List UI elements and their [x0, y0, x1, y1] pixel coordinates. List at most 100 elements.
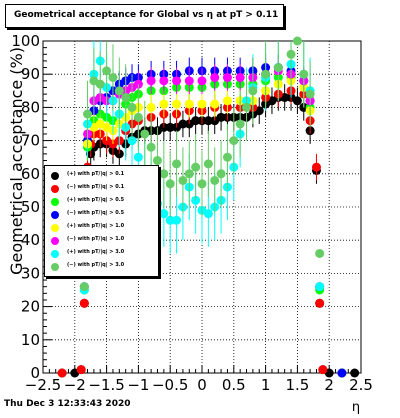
data-point [133, 152, 143, 162]
data-point [146, 142, 156, 152]
data-point [172, 99, 182, 109]
legend-entry: (+) with pT/|q| > 0.1 [45, 170, 158, 182]
title-box: Geometrical acceptance for Global vs η a… [5, 4, 284, 28]
legend-entry: (+) with pT/|q| > 3.0 [45, 248, 158, 260]
data-point [242, 102, 252, 112]
legend-marker [51, 224, 59, 232]
data-point [197, 179, 207, 189]
legend-entry: (−) with pT/|q| > 0.5 [45, 209, 158, 221]
x-tick-label: −2 [64, 376, 86, 394]
data-point [248, 86, 258, 96]
data-point [210, 73, 220, 83]
data-point [203, 209, 213, 219]
legend-marker [51, 211, 59, 219]
legend-label: (+) with pT/|q| > 1.0 [67, 223, 125, 229]
data-point [315, 248, 325, 258]
legend-entry: (−) with pT/|q| > 3.0 [45, 261, 158, 273]
data-point [172, 76, 182, 86]
data-point [203, 159, 213, 169]
data-point [165, 122, 175, 132]
legend-entry: (−) with pT/|q| > 0.1 [45, 183, 158, 195]
y-tick-label: 60 [21, 165, 40, 183]
data-point [159, 99, 169, 109]
data-point [159, 169, 169, 179]
data-point [292, 36, 302, 46]
x-tick-label: 0 [197, 376, 207, 394]
data-point [229, 136, 239, 146]
data-point [315, 282, 325, 292]
data-point [350, 368, 360, 378]
data-point [172, 215, 182, 225]
x-tick-label: −0.5 [152, 376, 188, 394]
data-point [311, 162, 321, 172]
legend-marker [51, 250, 59, 258]
data-point [235, 73, 245, 83]
chart-title: Geometrical acceptance for Global vs η a… [14, 10, 279, 20]
data-point [191, 162, 201, 172]
data-point [197, 99, 207, 109]
data-point [178, 119, 188, 129]
data-point [203, 116, 213, 126]
data-point [318, 365, 328, 375]
y-tick-label: 80 [21, 98, 40, 116]
x-tick-label: −1.5 [88, 376, 124, 394]
data-point [178, 175, 188, 185]
data-point [299, 69, 309, 79]
data-point [197, 76, 207, 86]
x-tick-label: 2.5 [349, 376, 373, 394]
data-point [102, 66, 112, 76]
y-tick-label: 30 [21, 264, 40, 282]
data-point [159, 76, 169, 86]
data-point [79, 282, 89, 292]
data-point [114, 86, 124, 96]
data-point [121, 92, 131, 102]
legend-label: (−) with pT/|q| > 0.5 [67, 210, 125, 216]
data-point [210, 175, 220, 185]
legend-entry: (+) with pT/|q| > 0.5 [45, 196, 158, 208]
timestamp-footer: Thu Dec 3 12:33:43 2020 [4, 399, 131, 409]
data-point [184, 169, 194, 179]
x-tick-label: 1.5 [285, 376, 309, 394]
data-point [57, 368, 67, 378]
data-point [273, 63, 283, 73]
data-point [127, 102, 137, 112]
data-point [108, 73, 118, 83]
legend-marker [51, 172, 59, 180]
data-point [83, 109, 93, 119]
data-point [140, 129, 150, 139]
y-tick-label: 20 [21, 298, 40, 316]
data-point [184, 99, 194, 109]
data-point [79, 298, 89, 308]
y-tick-label: 0 [30, 364, 40, 382]
x-tick-label: 2 [324, 376, 334, 394]
data-point [210, 99, 220, 109]
data-point [191, 116, 201, 126]
y-tick-label: 100 [11, 32, 40, 50]
x-tick-label: 0.5 [222, 376, 246, 394]
y-tick-label: 70 [21, 132, 40, 150]
data-point [216, 112, 226, 122]
data-point [152, 156, 162, 166]
legend-label: (+) with pT/|q| > 0.5 [67, 197, 125, 203]
data-point [292, 96, 302, 106]
legend-label: (−) with pT/|q| > 0.1 [67, 184, 125, 190]
legend-marker [51, 185, 59, 193]
data-point [165, 179, 175, 189]
legend-marker [51, 263, 59, 271]
y-tick-label: 90 [21, 65, 40, 83]
data-point [146, 102, 156, 112]
data-point [216, 169, 226, 179]
legend-entry: (−) with pT/|q| > 1.0 [45, 235, 158, 247]
data-point [133, 112, 143, 122]
data-point [261, 69, 271, 79]
data-point [184, 76, 194, 86]
data-point [222, 96, 232, 106]
y-tick-label: 50 [21, 198, 40, 216]
data-point [305, 89, 315, 99]
data-point [165, 215, 175, 225]
data-point [286, 49, 296, 59]
legend-label: (−) with pT/|q| > 1.0 [67, 236, 125, 242]
legend-marker [51, 237, 59, 245]
